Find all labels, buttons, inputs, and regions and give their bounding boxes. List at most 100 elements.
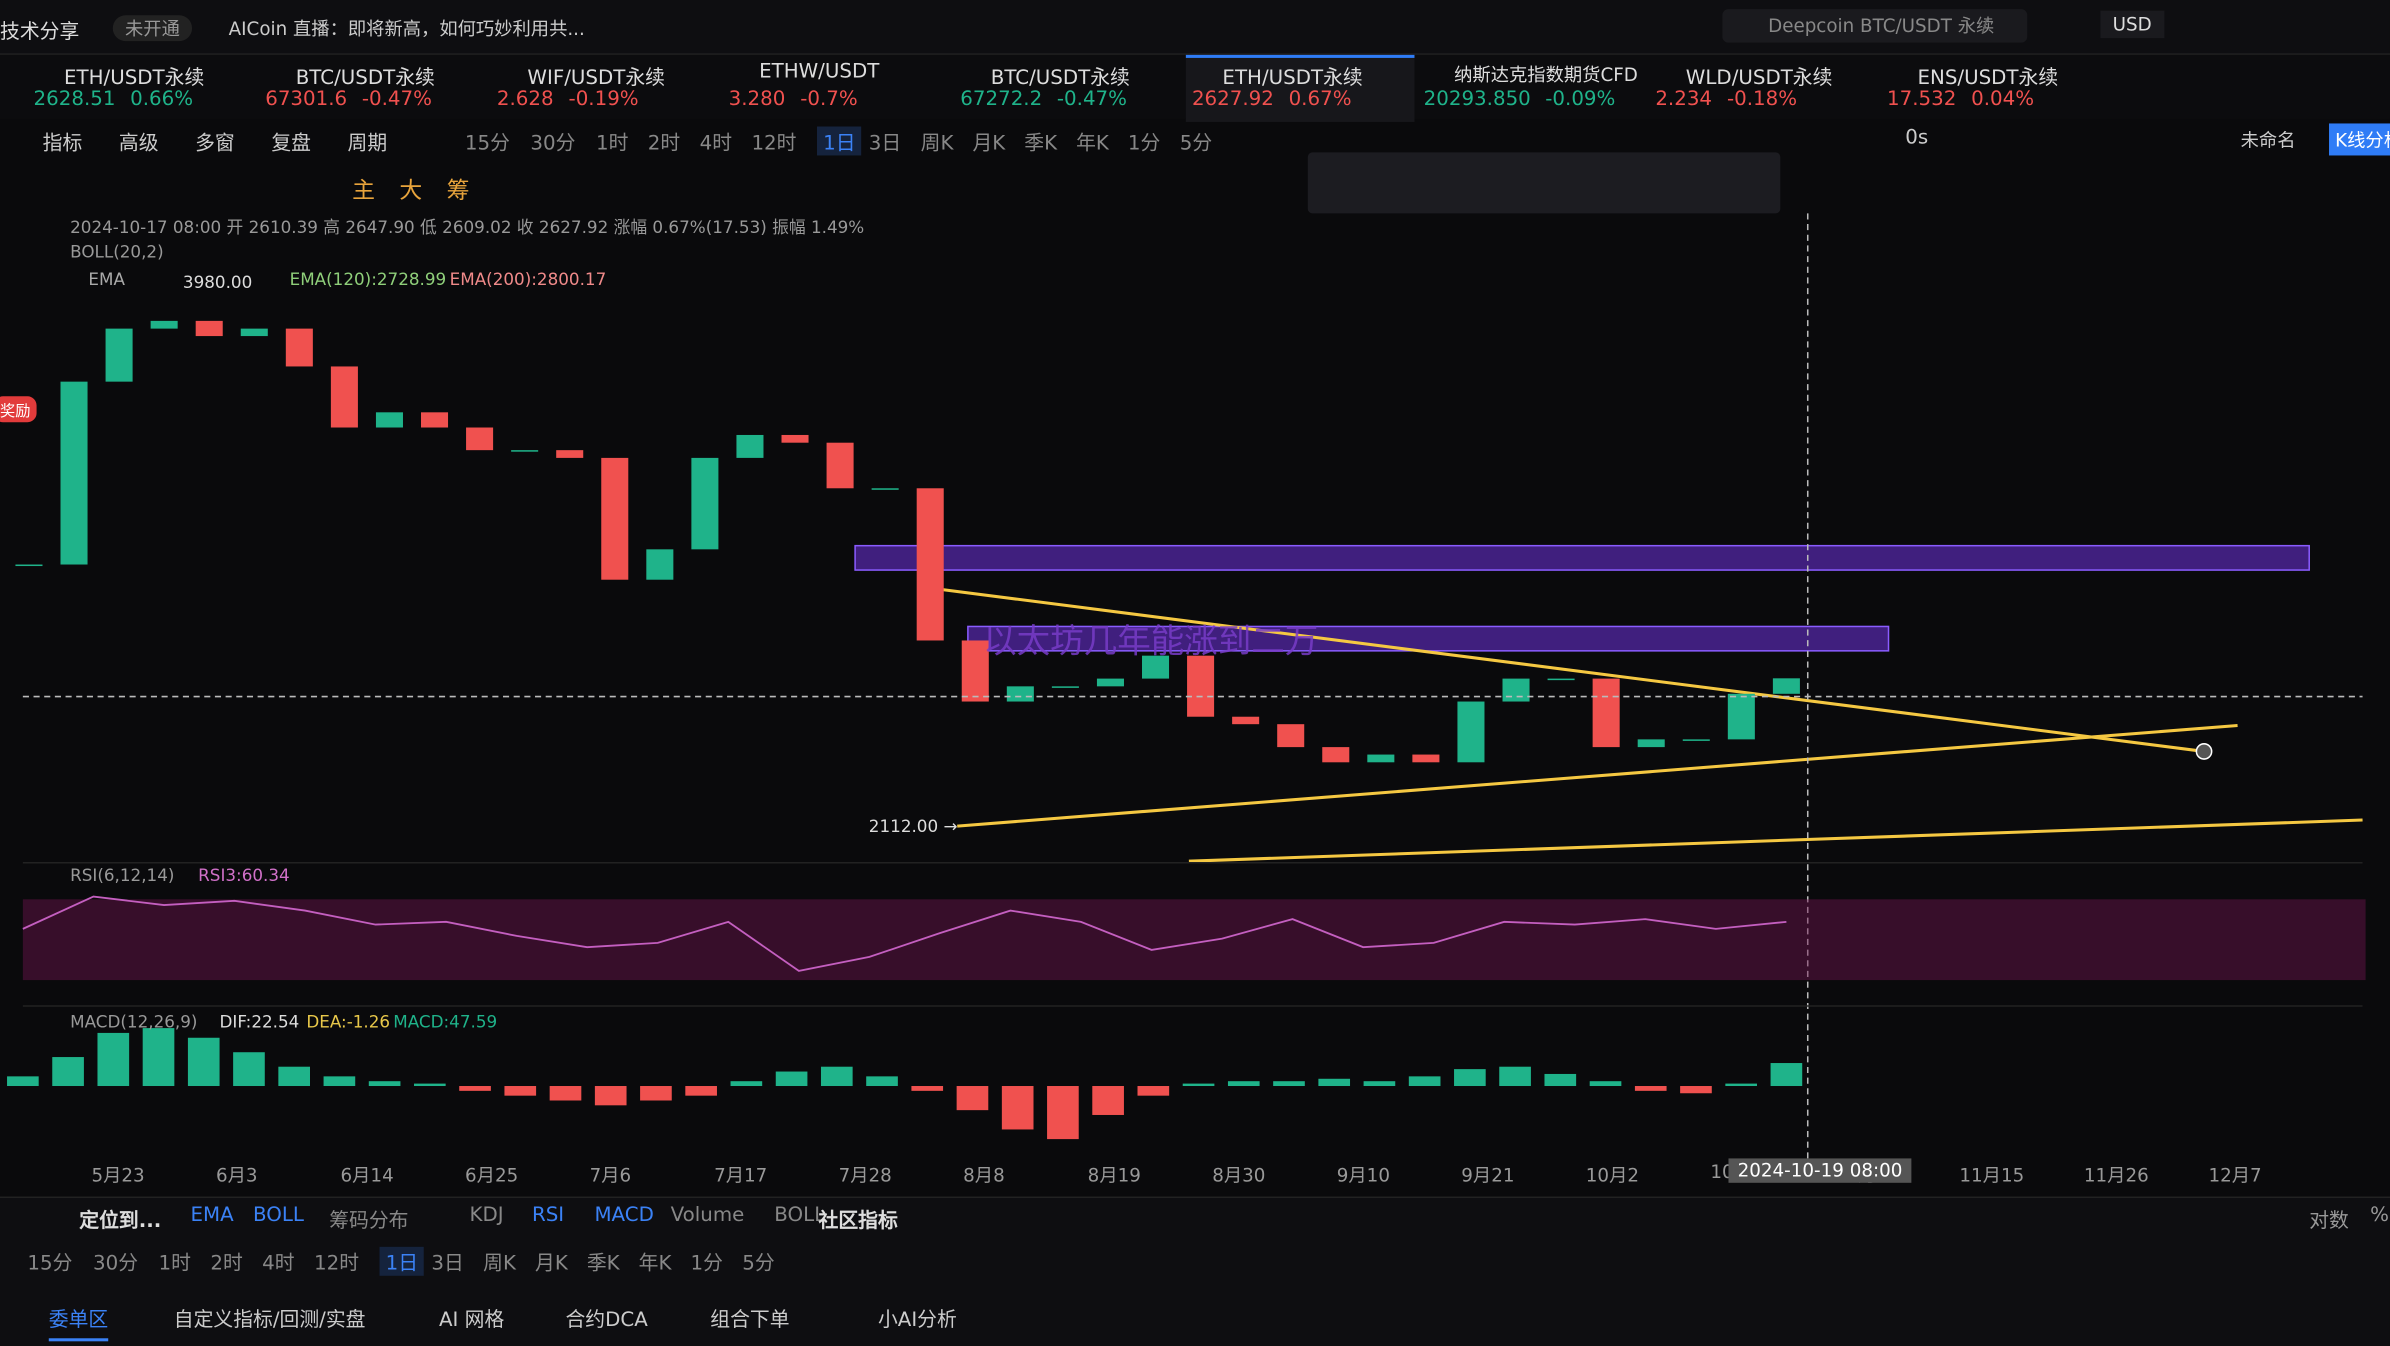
draw-tool[interactable]: 大	[399, 176, 423, 205]
candle	[1051, 686, 1079, 688]
period-button[interactable]: 3日	[868, 132, 902, 156]
panel-tab[interactable]: 组合下单	[710, 1309, 790, 1333]
currency[interactable]: USD	[2100, 10, 2164, 39]
indicator-toggle[interactable]: RSI	[531, 1204, 565, 1228]
period-button[interactable]: 年K	[1076, 132, 1109, 156]
locate-button[interactable]: 定位到...	[79, 1210, 162, 1234]
analysis-button[interactable]: K线分析	[2329, 123, 2390, 156]
x-tick-label: 8月30	[1212, 1164, 1266, 1186]
panel-tab[interactable]: 委单区	[48, 1303, 109, 1342]
tab-name[interactable]: WIF/USDT永续	[527, 67, 665, 90]
x-tick-label: 8月19	[1087, 1164, 1141, 1186]
period-button[interactable]: 年K	[638, 1252, 672, 1276]
tool-button[interactable]: 高级	[118, 132, 159, 156]
period-button[interactable]: 1时	[595, 132, 629, 156]
period-button[interactable]: 5分	[742, 1252, 775, 1276]
indicator-toggle[interactable]: Volume	[670, 1204, 745, 1228]
period-button[interactable]: 30分	[92, 1252, 139, 1276]
tab-name[interactable]: BTC/USDT永续	[990, 67, 1130, 90]
macd-bar	[1047, 1086, 1079, 1140]
candle	[1592, 678, 1620, 748]
period-button[interactable]: 12时	[751, 132, 797, 156]
period-button[interactable]: 季K	[586, 1252, 620, 1276]
candle	[1187, 655, 1215, 717]
layout-name[interactable]: 未命名	[2240, 129, 2296, 151]
tab-name[interactable]: BTC/USDT永续	[295, 67, 435, 90]
candle	[691, 457, 719, 550]
period-button[interactable]: 15分	[27, 1252, 73, 1276]
tab-name[interactable]: ETH/USDT永续	[1222, 67, 1363, 90]
period-button[interactable]: 4时	[699, 132, 733, 156]
candle	[736, 434, 764, 458]
anchor	[2195, 743, 2213, 760]
indicator-toggle[interactable]: BOLL	[253, 1204, 304, 1228]
community-indicators[interactable]: 社区指标	[818, 1210, 898, 1234]
draw-tool[interactable]: 主	[352, 176, 375, 205]
panel-tab[interactable]: AI 网格	[438, 1309, 505, 1333]
panel-tab[interactable]: 自定义指标/回测/实盘	[173, 1309, 366, 1333]
tool-button[interactable]: 指标	[42, 132, 83, 156]
tab-name[interactable]: 纳斯达克指数期货CFD	[1454, 64, 1638, 86]
period-button[interactable]: 5分	[1179, 132, 1213, 156]
period-button[interactable]: 1日	[379, 1246, 425, 1276]
indicator-toggle[interactable]: EMA	[190, 1204, 234, 1228]
period-button[interactable]: 月K	[972, 132, 1006, 156]
period-button[interactable]: 周K	[483, 1252, 516, 1276]
macd-bar	[414, 1083, 446, 1087]
tab-name[interactable]: ENS/USDT永续	[1917, 67, 2059, 90]
search[interactable]: Deepcoin BTC/USDT 永续	[1722, 9, 2028, 43]
channel: 技术分享	[0, 21, 80, 45]
indicator-toggle[interactable]: KDJ	[469, 1204, 504, 1228]
macd-bar	[1408, 1076, 1441, 1087]
ema-label: EMA	[88, 269, 125, 290]
period-button[interactable]: 30分	[530, 132, 576, 156]
period-button[interactable]: 12时	[313, 1252, 360, 1276]
tool-button[interactable]: 多窗	[195, 132, 235, 156]
candle	[150, 320, 178, 329]
period-button[interactable]: 月K	[535, 1252, 568, 1276]
indicator-toggle[interactable]: 筹码分布	[329, 1210, 409, 1234]
low-label: 2112.00 →	[868, 816, 958, 837]
candle	[375, 412, 403, 428]
candle	[285, 328, 313, 367]
tab-name[interactable]: ETH/USDT永续	[64, 67, 205, 90]
pct-toggle[interactable]: %	[2370, 1204, 2390, 1228]
candle	[105, 328, 133, 382]
tab-name[interactable]: WLD/USDT永续	[1685, 67, 1833, 90]
period-button[interactable]: 15分	[464, 132, 510, 156]
x-tick-label: 10	[1710, 1161, 1734, 1183]
macd-bar	[685, 1086, 717, 1096]
indicator-toggle[interactable]: BOLL	[774, 1204, 826, 1228]
macd-bar	[956, 1086, 989, 1111]
macd-bar	[1725, 1083, 1758, 1087]
tab-price: 67301.6	[265, 88, 348, 112]
macd-dif: DIF:22.54	[219, 1012, 300, 1032]
period-button[interactable]: 2时	[210, 1252, 243, 1276]
period-button[interactable]: 1时	[158, 1252, 191, 1276]
tool-button[interactable]: 复盘	[271, 132, 311, 156]
macd-bar	[1499, 1066, 1531, 1087]
tool-button[interactable]: 周期	[347, 132, 388, 156]
period-button[interactable]: 4时	[262, 1252, 295, 1276]
panel-tab[interactable]: 小AI分析	[877, 1309, 957, 1333]
period-button[interactable]: 3日	[431, 1252, 464, 1276]
active-tab	[1185, 54, 1415, 122]
log-toggle[interactable]: 对数	[2309, 1210, 2349, 1234]
period-button[interactable]: 1分	[1127, 132, 1161, 156]
period-button[interactable]: 1分	[690, 1252, 723, 1276]
draw-tool[interactable]: 筹	[446, 176, 470, 205]
period-button[interactable]: 周K	[920, 132, 954, 156]
tab-name[interactable]: ETHW/USDT	[759, 60, 880, 84]
candle	[1547, 678, 1575, 681]
ohlc-info: 2024-10-17 08:00 开 2610.39 高 2647.90 低 2…	[70, 217, 865, 238]
tab-price: 17.532	[1886, 88, 1957, 112]
period-button[interactable]: 1日	[816, 126, 862, 156]
candle	[781, 434, 809, 443]
period-button[interactable]: 2时	[647, 132, 681, 156]
rsi-band	[22, 899, 2366, 981]
period-button[interactable]: 季K	[1024, 132, 1058, 156]
indicator-toggle[interactable]: MACD	[594, 1204, 654, 1228]
macd-bar	[1680, 1086, 1712, 1094]
panel-tab[interactable]: 合约DCA	[565, 1309, 648, 1333]
candle	[646, 549, 674, 580]
